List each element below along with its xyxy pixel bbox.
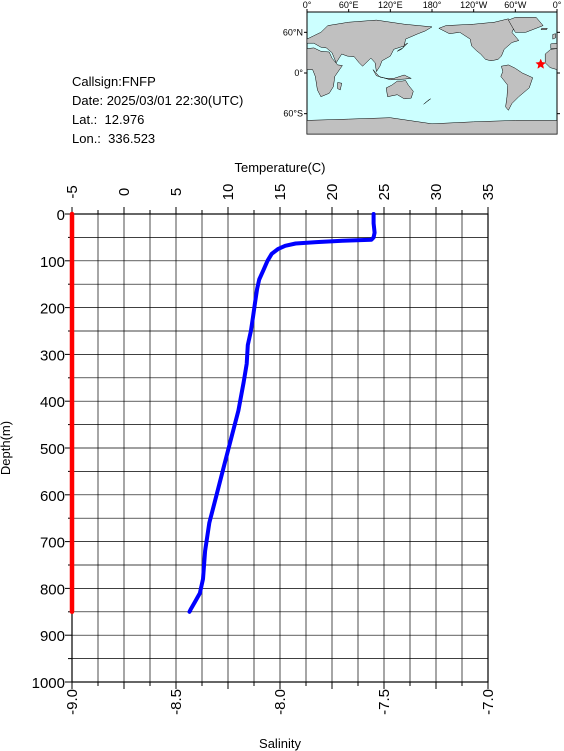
depth-tick-label: 800 [40,581,65,598]
map-land-iberia [550,42,558,49]
map-land [306,17,558,135]
salinity-tick-label: -7.5 [376,689,393,715]
temperature-tick-label: 5 [168,188,185,196]
temperature-tick-label: 10 [220,184,237,201]
map-land-japan [397,42,408,52]
map-lon-label: 60°W [504,0,527,10]
date-value: 2025/03/01 22:30(UTC) [106,93,244,108]
salinity-tick-label: -7.0 [480,689,497,715]
map-lon-label: 180° [423,0,442,10]
map-ticks [304,9,560,115]
depth-tick-label: 300 [40,347,65,364]
chart-grid [71,213,489,683]
salinity-axis-label: Salinity [259,736,301,751]
temperature-tick-label: 15 [272,184,289,201]
map-land-new-zealand [423,98,431,105]
temperature-tick-label: 0 [116,188,133,196]
map-lat-label: 0° [294,68,303,78]
map-lon-label: 60°E [339,0,359,10]
lon-label: Lon.: [72,131,101,146]
map-land-greenland [508,17,544,33]
salinity-tick-labels: -9.0 -8.5 -8.0 -7.5 -7.0 [64,689,497,715]
temperature-tick-label: 30 [428,184,445,201]
depth-tick-label: 600 [40,488,65,505]
lat-label: Lat.: [72,112,98,127]
salinity-tick-label: -8.5 [168,689,185,715]
date-line: Date: 2025/03/01 22:30(UTC) [72,91,243,110]
temperature-axis-label: Temperature(C) [234,160,325,175]
map-lon-label: 120°E [378,0,403,10]
map-lat-label: 60°N [283,27,303,37]
map-labels: 0° 60°E 120°E 180° 120°W 60°W 0° 60°N 0° 60°S [283,0,562,119]
depth-tick-label: 400 [40,394,65,411]
map-land-uk [552,33,556,40]
lat-value: 12.976 [104,112,145,127]
map-land-north-america [438,18,520,62]
depth-tick-label: 900 [40,628,65,645]
lon-value: 336.523 [108,131,156,146]
salinity-tick-label: -8.0 [272,689,289,715]
temperature-tick-label: 35 [480,184,497,201]
temperature-profile-line [187,212,377,614]
date-label: Date: [72,93,104,108]
map-land-madagascar [337,82,342,91]
station-marker [535,58,547,69]
temperature-tick-label: 25 [376,184,393,201]
map-lon-label: 120°W [460,0,488,10]
depth-tick-label: 100 [40,254,65,271]
map-land-south-america [500,64,534,111]
map-land-australia [385,80,414,100]
depth-tick-label: 500 [40,441,65,458]
depth-tick-labels: 0 100 200 300 400 500 600 700 800 900 1000 [32,207,65,692]
depth-tick-label: 1000 [32,675,65,692]
temperature-tick-label: 20 [324,184,341,201]
map-land-eurasia [306,19,433,73]
lat-line: Lat.: 12.976 [72,110,243,129]
map-land-iceland [540,28,548,30]
map-land-africa [306,47,343,98]
map-lon-label: 0° [303,0,312,10]
map-land-antarctica [306,117,558,135]
temperature-tick-labels: -5 0 5 10 15 20 25 30 35 [64,184,497,201]
station-info: Callsign:FNFP Date: 2025/03/01 22:30(UTC… [72,72,243,148]
callsign-text: Callsign:FNFP [72,74,156,89]
temperature-tick-label: -5 [64,185,81,198]
map-land-indonesia [372,69,413,81]
map-lat-label: 60°S [283,109,303,119]
lon-line: Lon.: 336.523 [72,129,243,148]
depth-tick-label: 200 [40,301,65,318]
salinity-tick-label: -9.0 [64,689,81,715]
depth-tick-label: 700 [40,535,65,552]
map-lon-label: 0° [553,0,562,10]
depth-tick-label: 0 [57,207,65,224]
station-star-icon [535,58,547,69]
depth-axis-label: Depth(m) [0,421,13,475]
chart-series [69,211,377,615]
